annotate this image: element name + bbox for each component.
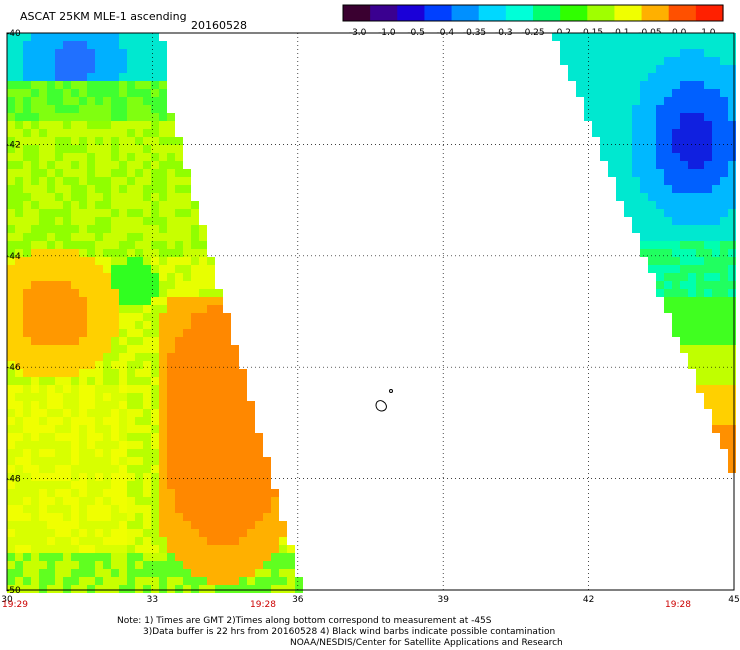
lon-label: 45 [728,595,739,605]
island-outline [375,400,387,412]
colorbar-swatch [641,5,670,21]
colorbar-swatch [451,5,480,21]
lat-label: -46 [6,363,21,373]
colorbar-swatch [478,5,507,21]
colorbar-swatch [343,5,371,21]
lat-label: -42 [6,140,21,150]
time-label-left-start: 19:29 [2,600,28,610]
colorbar-swatch [424,5,453,21]
lat-label: -48 [6,475,21,485]
product-date: 20160528 [191,19,247,32]
time-label-left-end: 19:28 [250,600,276,610]
colorbar-swatch [533,5,561,21]
map-panel: -40 -42 -44 -46 -48 -50 30 33 36 39 42 45 [1,29,739,605]
island-outline-small [389,389,393,393]
note-line-3: NOAA/NESDIS/Center for Satellite Applica… [290,638,563,648]
lon-label: 39 [437,595,449,605]
note-line-2: 3)Data buffer is 22 hrs from 20160528 4)… [143,627,556,637]
lon-label: 36 [292,595,304,605]
colorbar-swatch [560,5,588,21]
lon-label: 33 [147,595,158,605]
colorbar-swatch [397,5,426,21]
lat-label: -40 [6,29,21,39]
colorbar-swatch [505,5,534,21]
colorbar-swatch [614,5,643,21]
colorbar-swatch [695,5,724,21]
note-line-1: Note: 1) Times are GMT 2)Times along bot… [117,616,492,626]
colorbar-swatch [587,5,616,21]
lon-label: 42 [583,595,594,605]
lon-label: 30 [1,595,13,605]
lat-label: -44 [6,252,21,262]
time-label-right-end: 19:28 [665,600,691,610]
colorbar-swatch [668,5,697,21]
product-title: ASCAT 25KM MLE-1 ascending [20,10,187,23]
lat-label: -50 [6,586,21,596]
map-frame [6,32,735,591]
colorbar-swatch [370,5,398,21]
swath-layer [7,33,736,593]
